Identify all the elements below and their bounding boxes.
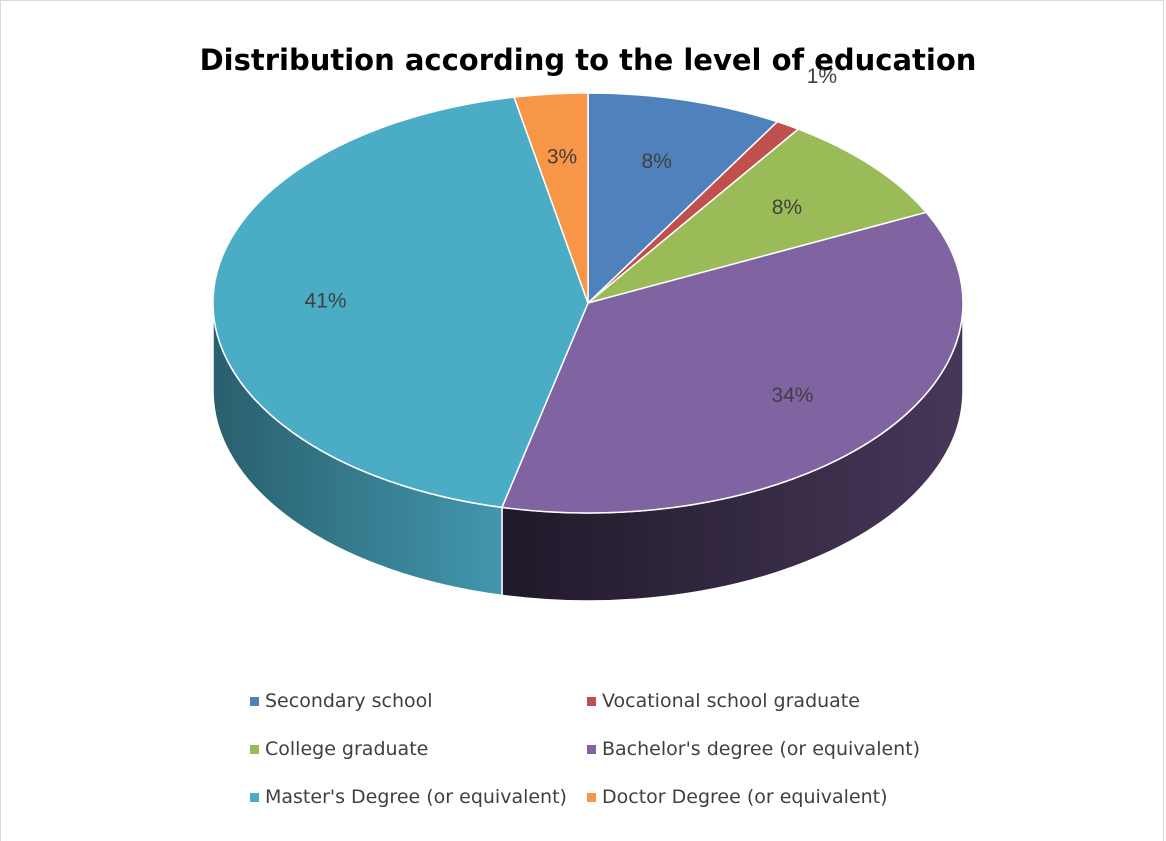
legend-swatch (250, 792, 259, 802)
legend-swatch (250, 744, 259, 754)
legend-label: Secondary school (265, 690, 433, 712)
legend-label: College graduate (265, 738, 429, 760)
legend-item-bachelors-degree: Bachelor's degree (or equivalent) (587, 738, 920, 760)
pie-top (212, 92, 964, 514)
legend-swatch (250, 696, 259, 706)
pie-labels: 8% 1% 8% 34% 41% 3% (305, 65, 838, 407)
pie-slice-bachelor-s-degree-or-equivalent (500, 211, 964, 514)
legend-label: Vocational school graduate (602, 690, 860, 712)
data-label-college-graduate: 8% (772, 196, 802, 219)
legend-item-vocational-school: Vocational school graduate (587, 690, 860, 712)
legend-item-college-graduate: College graduate (250, 738, 428, 760)
pie-slice-master-s-degree-or-equivalent (212, 96, 589, 509)
legend-item-doctor-degree: Doctor Degree (or equivalent) (587, 786, 888, 808)
pie-slice-secondary-school (587, 92, 779, 305)
legend-swatch (587, 696, 596, 706)
data-label-doctor-degree-or-equivalent: 3% (547, 146, 577, 169)
pie-slice-doctor-degree-or-equivalent (513, 92, 589, 304)
legend-swatch (587, 792, 596, 802)
chart-title: Distribution according to the level of e… (200, 43, 977, 77)
legend-item-secondary-school: Secondary school (250, 690, 433, 712)
legend-label: Doctor Degree (or equivalent) (602, 786, 888, 808)
legend-label: Bachelor's degree (or equivalent) (602, 738, 921, 760)
legend-item-masters-degree: Master's Degree (or equivalent) (250, 786, 567, 808)
legend-swatch (587, 744, 596, 754)
data-label-bachelor-s-degree-or-equivalent: 34% (771, 384, 813, 407)
legend-label: Master's Degree (or equivalent) (265, 786, 567, 808)
pie-slice-college-graduate (587, 128, 928, 304)
data-label-secondary-school: 8% (641, 150, 671, 173)
data-label-master-s-degree-or-equivalent: 41% (305, 290, 347, 313)
data-label-vocational-school-graduate: 1% (807, 65, 837, 88)
